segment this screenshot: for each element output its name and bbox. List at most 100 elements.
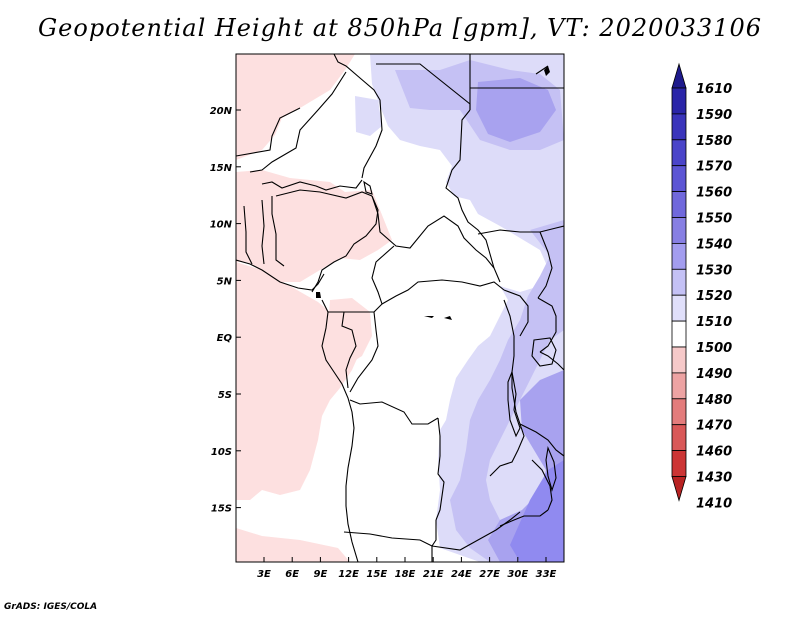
colorbar-label: 1540 (696, 237, 732, 252)
lon-tick-label: 27E (479, 569, 500, 580)
colorbar-swatch (671, 398, 687, 426)
colorbar-label: 1430 (696, 471, 732, 486)
lon-tick-label: 21E (423, 569, 444, 580)
lon-tick-label: 18E (395, 569, 416, 580)
lon-tick-label: 15E (366, 569, 387, 580)
field-lavender-north-tip (355, 96, 382, 136)
lon-tick-label: 24E (451, 569, 472, 580)
lat-tick-label: 10S (211, 447, 232, 458)
border-drc-angola-north (349, 399, 439, 425)
longitude-axis: 3E 6E 9E 12E 15E 18E 21E 24E 27E 30E 33E (257, 557, 557, 580)
border-uganda-kenya (537, 297, 557, 353)
border-burkina (261, 179, 363, 191)
colorbar-label: 1610 (696, 82, 732, 97)
red-sea-coast-mark (544, 66, 550, 76)
border-sudan-south-sudan (477, 225, 564, 235)
border-angola-namibia (343, 531, 433, 547)
field-purple-northeast (476, 78, 556, 142)
colorbar-swatch (671, 191, 687, 218)
border-angola-drc-east (435, 417, 445, 521)
colorbar-swatch (671, 139, 687, 167)
border-congo-drc (349, 311, 379, 393)
border-mozambique (499, 509, 549, 527)
latitude-axis: 20N 15N 10N 5N EQ 5S 10S 15S (210, 106, 241, 515)
coastline-west-central (321, 299, 359, 562)
border-chad-car (371, 195, 495, 269)
colorbar-label: 1470 (696, 419, 732, 434)
border-nigeria-benin (271, 196, 285, 267)
lake-malawi (545, 446, 557, 492)
colorbar-label: 1530 (696, 263, 732, 278)
country-borders (236, 54, 564, 562)
border-mali-niger (249, 71, 347, 173)
colorbar-swatch (671, 113, 687, 141)
colorbar-label: 1580 (696, 134, 732, 149)
colorbar-top-arrow (671, 62, 687, 89)
border-south-sudan-ethiopia (537, 231, 553, 299)
border-west-coast-1 (236, 107, 301, 157)
map-title: Geopotential Height at 850hPa [gpm], VT:… (38, 14, 762, 42)
border-cameroon-car (371, 245, 395, 313)
border-zambia-south (431, 511, 521, 551)
lake-victoria (531, 337, 557, 367)
colorbar-swatch (671, 268, 687, 296)
colorbar-swatch (671, 165, 687, 192)
islands (316, 66, 550, 320)
border-angola-zambia (431, 520, 437, 562)
colorbar-bottom-arrow (671, 476, 687, 502)
colorbar-label: 1590 (696, 108, 732, 123)
height-field (236, 54, 564, 562)
colorbar-swatch (671, 294, 687, 322)
lon-tick-label: 30E (507, 569, 528, 580)
river-bits-2 (444, 316, 452, 320)
field-pink-northwest (236, 54, 355, 160)
lat-tick-label: EQ (217, 333, 233, 344)
border-malawi (531, 459, 553, 511)
border-ivory (243, 205, 253, 265)
river-congo-bits (424, 316, 434, 318)
border-chad-sudan (445, 109, 501, 283)
lon-tick-label: 33E (536, 569, 557, 580)
border-drc-uganda (503, 289, 529, 337)
colorbar-label: 1570 (696, 160, 732, 175)
colorbar-swatch (671, 424, 687, 452)
lake-chad (363, 180, 373, 195)
border-algeria-libya-niger (333, 54, 383, 179)
colorbar-swatch (671, 450, 687, 477)
colorbar-label: 1480 (696, 393, 732, 408)
colorbar-swatch (671, 217, 687, 244)
colorbar-label: 1490 (696, 367, 732, 382)
colorbar-swatch (671, 320, 687, 348)
lat-tick-label: 10N (210, 220, 233, 231)
grads-credit: GrADS: IGES/COLA (4, 602, 98, 612)
colorbar-swatch (671, 242, 687, 270)
colorbar-swatch (671, 372, 687, 400)
map-frame (235, 53, 565, 563)
border-ghana-togo (261, 199, 265, 265)
colorbar: 1610 1590 1580 1570 1560 1550 1540 1530 1520 1510… (671, 62, 732, 511)
lat-tick-label: 15N (210, 163, 233, 174)
colorbar-label: 1500 (696, 341, 732, 356)
colorbar-label: 1520 (696, 289, 732, 304)
field-pink-west-sahel (236, 170, 392, 282)
colorbar-swatch (671, 346, 687, 374)
lat-tick-label: 5N (217, 276, 233, 287)
border-car-drc (381, 279, 505, 305)
border-congo-gabon (341, 311, 357, 389)
colorbar-label: 1410 (696, 496, 732, 511)
border-tanzania-south (519, 423, 564, 457)
lon-tick-label: 9E (314, 569, 328, 580)
lat-tick-label: 15S (211, 504, 232, 515)
lon-tick-label: 3E (257, 569, 271, 580)
colorbar-label: 1550 (696, 212, 732, 227)
coastline-gulf-of-guinea (236, 259, 325, 291)
field-light-purple-east (450, 220, 564, 562)
lon-tick-label: 6E (285, 569, 299, 580)
field-pink-gabon (328, 298, 372, 366)
lat-tick-label: 20N (210, 106, 233, 117)
colorbar-label: 1560 (696, 186, 732, 201)
colorbar-swatch (671, 87, 687, 115)
colorbar-label: 1510 (696, 315, 732, 330)
lake-tanganyika (507, 370, 521, 438)
